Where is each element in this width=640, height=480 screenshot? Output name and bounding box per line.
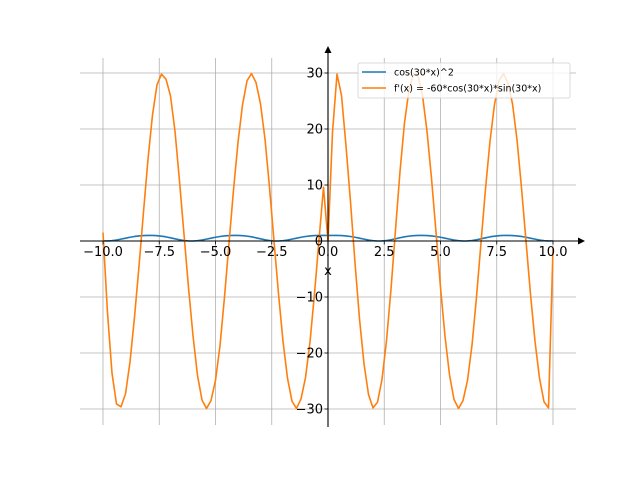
- y-tick-label: 20: [306, 123, 323, 138]
- legend: cos(30*x)^2 f'(x) = -60*cos(30*x)*sin(30…: [357, 62, 571, 99]
- x-tick-label: 5.0: [430, 245, 451, 260]
- y-tick-label: −30: [296, 403, 323, 418]
- y-tick-label: −10: [296, 291, 323, 306]
- y-tick-label: −20: [296, 347, 323, 362]
- legend-frame: [357, 62, 571, 99]
- x-tick-label: −5.0: [200, 245, 232, 260]
- x-tick-label: −7.5: [143, 245, 175, 260]
- x-tick-label: 2.5: [374, 245, 395, 260]
- x-tick-label: 7.5: [486, 245, 507, 260]
- x-tick-label: −2.5: [256, 245, 288, 260]
- x-axis-title: x: [324, 264, 332, 279]
- legend-label-cos-squared: cos(30*x)^2: [394, 68, 454, 79]
- x-tick-label: 10.0: [539, 245, 568, 260]
- y-tick-label: 10: [306, 179, 323, 194]
- x-axis-arrow-icon: [578, 237, 585, 245]
- x-tick-label: 0.0: [318, 245, 339, 260]
- y-tick-label: 30: [306, 67, 323, 82]
- y-tick-label: 0: [315, 235, 323, 250]
- axes: [80, 46, 585, 427]
- x-axis-ticks: −10.0 −7.5 −5.0 −2.5 0.0 2.5 5.0 7.5 10.0: [83, 241, 567, 260]
- y-axis-ticks: −30 −20 −10 0 10 20 30: [296, 67, 328, 418]
- legend-label-derivative: f'(x) = -60*cos(30*x)*sin(30*x): [394, 84, 541, 95]
- x-tick-label: −10.0: [83, 245, 123, 260]
- y-axis-arrow-icon: [324, 46, 332, 53]
